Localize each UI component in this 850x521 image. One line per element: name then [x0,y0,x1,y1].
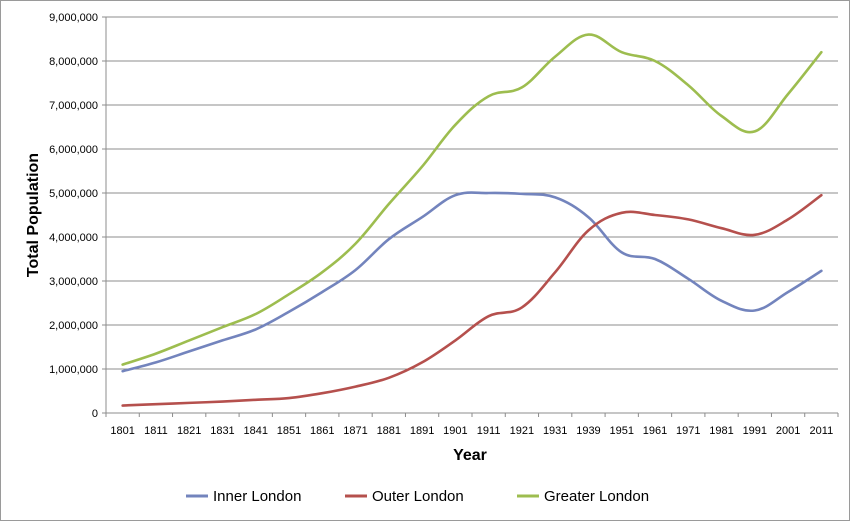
x-tick-label: 1831 [210,425,234,437]
series-line-greater-london [121,33,823,366]
x-tick-label: 1851 [277,425,301,437]
x-axis-title: Year [453,447,487,464]
y-tick-label: 3,000,000 [49,276,98,288]
x-tick-label: 1801 [110,425,134,437]
y-tick-labels: 0 1,000,000 2,000,000 3,000,000 4,000,000 5,0… [49,12,106,420]
x-tick-label: 1961 [643,425,667,437]
x-tick-label: 1921 [510,425,534,437]
x-tick-labels: 1801 1811 1821 1831 1841 1851 1861 1871 1881 1891… [105,413,839,437]
y-tick-label: 6,000,000 [49,144,98,156]
x-tick-label: 2001 [776,425,800,437]
x-tick-label: 1901 [443,425,467,437]
x-tick-label: 1939 [576,425,600,437]
x-tick-label: 1971 [676,425,700,437]
y-tick-label: 4,000,000 [49,232,98,244]
x-tick-label: 1911 [477,425,501,437]
legend: Inner London Outer London Greater London [186,488,649,505]
x-tick-label: 1981 [709,425,733,437]
legend-label-greater-london: Greater London [544,488,649,505]
x-tick-label: 1861 [310,425,334,437]
series-lines [121,33,823,407]
x-tick-label: 1841 [243,425,267,437]
legend-label-inner-london: Inner London [213,488,301,505]
x-tick-label: 1881 [377,425,401,437]
x-tick-label: 1811 [144,425,168,437]
x-tick-label: 1951 [609,425,633,437]
x-tick-label: 1821 [177,425,201,437]
x-tick-label: 2011 [810,425,834,437]
y-tick-label: 8,000,000 [49,56,98,68]
y-tick-label: 0 [92,408,98,420]
y-tick-label: 9,000,000 [49,12,98,24]
y-tick-label: 7,000,000 [49,100,98,112]
series-line-outer-london [121,193,823,407]
legend-label-outer-london: Outer London [372,488,464,505]
x-tick-label: 1891 [410,425,434,437]
x-tick-label: 1991 [743,425,767,437]
y-axis-title: Total Population [25,153,42,277]
y-tick-label: 5,000,000 [49,188,98,200]
y-tick-label: 2,000,000 [49,320,98,332]
axes [105,17,838,414]
x-tick-label: 1871 [343,425,367,437]
y-tick-label: 1,000,000 [49,364,98,376]
series-line-inner-london [121,191,823,373]
x-tick-label: 1931 [543,425,567,437]
